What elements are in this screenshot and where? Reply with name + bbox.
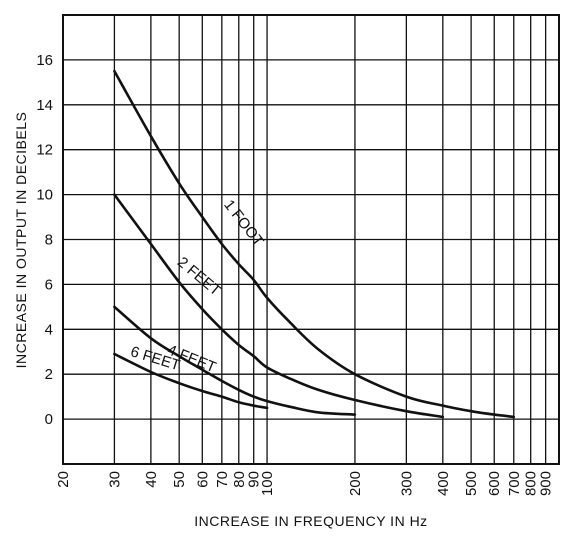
x-tick-label: 800	[523, 471, 540, 496]
x-tick-label: 90	[246, 471, 263, 488]
x-tick-label: 40	[143, 471, 160, 488]
y-tick-label: 8	[45, 232, 53, 249]
y-tick-label: 14	[36, 97, 53, 114]
curve-4-feet	[113, 305, 357, 416]
x-tick-label: 400	[435, 471, 452, 496]
y-tick-label: 4	[45, 321, 53, 338]
y-tick-label: 16	[36, 52, 53, 69]
x-axis-label: INCREASE IN FREQUENCY IN Hz	[194, 513, 427, 529]
x-tick-label: 200	[347, 471, 364, 496]
y-tick-label: 6	[45, 276, 53, 293]
curve-1-foot-label: 1 FOOT	[220, 197, 267, 250]
y-tick-label: 12	[36, 142, 53, 159]
y-tick-labels: 0 2 4 6 8 10 12 14 16	[36, 52, 53, 428]
x-tick-label: 50	[171, 471, 188, 488]
x-tick-label: 30	[106, 471, 123, 488]
x-tick-label: 700	[506, 471, 523, 496]
x-tick-label: 900	[538, 471, 555, 496]
x-tick-label: 60	[194, 471, 211, 488]
x-tick-label: 100	[259, 471, 276, 496]
y-tick-label: 10	[36, 187, 53, 204]
curve-1-foot	[113, 69, 516, 419]
x-tick-label: 80	[231, 471, 248, 488]
grid	[62, 14, 559, 465]
x-tick-label: 70	[214, 471, 231, 488]
y-tick-label: 2	[45, 366, 53, 383]
x-tick-label: 300	[398, 471, 415, 496]
x-tick-label: 500	[463, 471, 480, 496]
y-axis-label: INCREASE IN OUTPUT IN DECIBELS	[13, 112, 29, 369]
curve-2-feet-label: 2 FEET	[174, 254, 224, 300]
curve-6-feet	[113, 352, 269, 410]
y-tick-label: 0	[45, 411, 53, 428]
data-curves	[113, 69, 516, 419]
curve-2-feet	[113, 193, 445, 419]
x-tick-label: 20	[55, 471, 72, 488]
plot-frame	[62, 14, 560, 465]
x-tick-label: 600	[486, 471, 503, 496]
